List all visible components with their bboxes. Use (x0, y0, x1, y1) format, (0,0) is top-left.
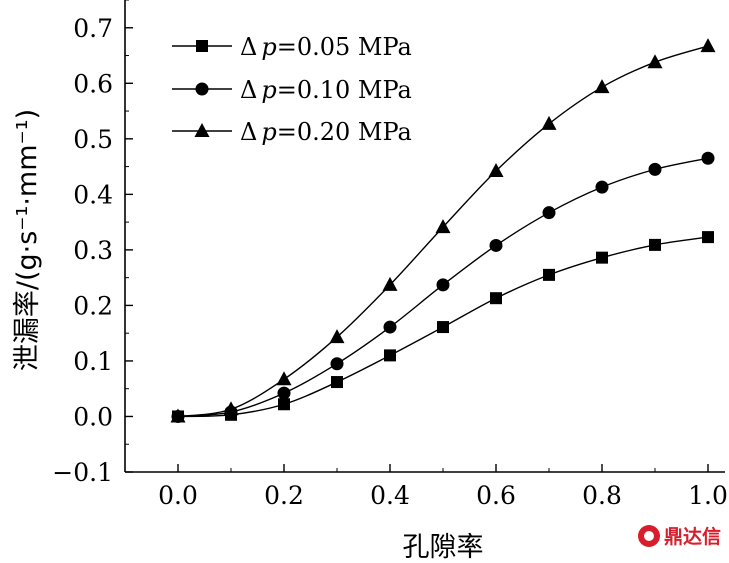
data-point (543, 268, 555, 281)
legend-value: =0.10 MPa (277, 76, 412, 104)
series-circle (171, 151, 715, 423)
data-point (170, 408, 186, 423)
data-point (330, 357, 344, 371)
data-point (647, 54, 663, 69)
x-tick-label: 0.0 (158, 481, 198, 510)
data-point (594, 79, 610, 94)
data-point (489, 238, 503, 252)
data-point (331, 376, 343, 389)
y-tick-label: 0.3 (73, 236, 113, 265)
legend-delta: Δ (240, 76, 257, 104)
data-point (278, 398, 290, 411)
data-point (277, 386, 291, 400)
data-point (648, 162, 662, 176)
x-tick-label: 1.0 (688, 481, 728, 510)
x-tick-label: 0.8 (582, 481, 622, 510)
data-point (490, 292, 502, 305)
data-point (542, 206, 556, 220)
y-tick-label: 0.6 (73, 69, 113, 98)
data-point (384, 349, 396, 362)
x-tick-label: 0.6 (476, 481, 516, 510)
legend-delta: Δ (240, 33, 257, 61)
data-point (595, 180, 609, 194)
data-point (383, 320, 397, 334)
legend-value: =0.05 MPa (277, 33, 412, 61)
legend-delta: Δ (240, 118, 257, 146)
x-tick-label: 0.2 (264, 481, 304, 510)
data-point (649, 238, 661, 251)
watermark: 鼎达信 (637, 522, 721, 549)
y-tick-label: 0.1 (73, 347, 113, 376)
data-point (276, 371, 292, 386)
y-ticks: −0.1 0.0 0.1 0.2 0.3 0.4 0.5 0.6 0.7 (52, 0, 133, 487)
data-point (436, 278, 450, 292)
data-point (382, 276, 398, 291)
data-point (223, 401, 239, 416)
data-point (701, 151, 715, 165)
y-tick-label: 0.4 (73, 180, 113, 209)
x-ticks: 0.0 0.2 0.4 0.6 0.8 1.0 (124, 464, 728, 510)
legend-marker (196, 40, 208, 52)
data-point (700, 38, 716, 53)
series-group (170, 38, 716, 423)
legend-var: p (261, 76, 276, 104)
data-point (437, 321, 449, 334)
legend-value: =0.20 MPa (277, 118, 412, 146)
series-triangle (170, 38, 716, 423)
data-point (435, 219, 451, 234)
y-tick-label: 0.2 (73, 291, 113, 320)
x-axis-title: 孔隙率 (403, 532, 484, 563)
legend-var: p (261, 118, 276, 146)
x-tick-label: 0.4 (370, 481, 410, 510)
y-tick-label: 0.7 (73, 14, 113, 43)
data-point (488, 163, 504, 178)
data-point (541, 115, 557, 130)
watermark-text: 鼎达信 (663, 526, 721, 548)
legend-marker (195, 82, 209, 96)
data-point (702, 231, 714, 244)
axes (124, 0, 725, 473)
series-square (172, 231, 714, 423)
data-point (596, 251, 608, 264)
y-tick-label: −0.1 (52, 458, 113, 487)
y-axis-title: 泄漏率/(g·s⁻¹·mm⁻¹) (12, 109, 43, 371)
watermark-logo-icon (637, 524, 660, 547)
y-tick-label: 0.0 (73, 402, 113, 431)
legend-var: p (261, 33, 276, 61)
data-point (329, 329, 345, 344)
legend-marker (194, 123, 210, 137)
y-tick-label: 0.5 (73, 125, 113, 154)
